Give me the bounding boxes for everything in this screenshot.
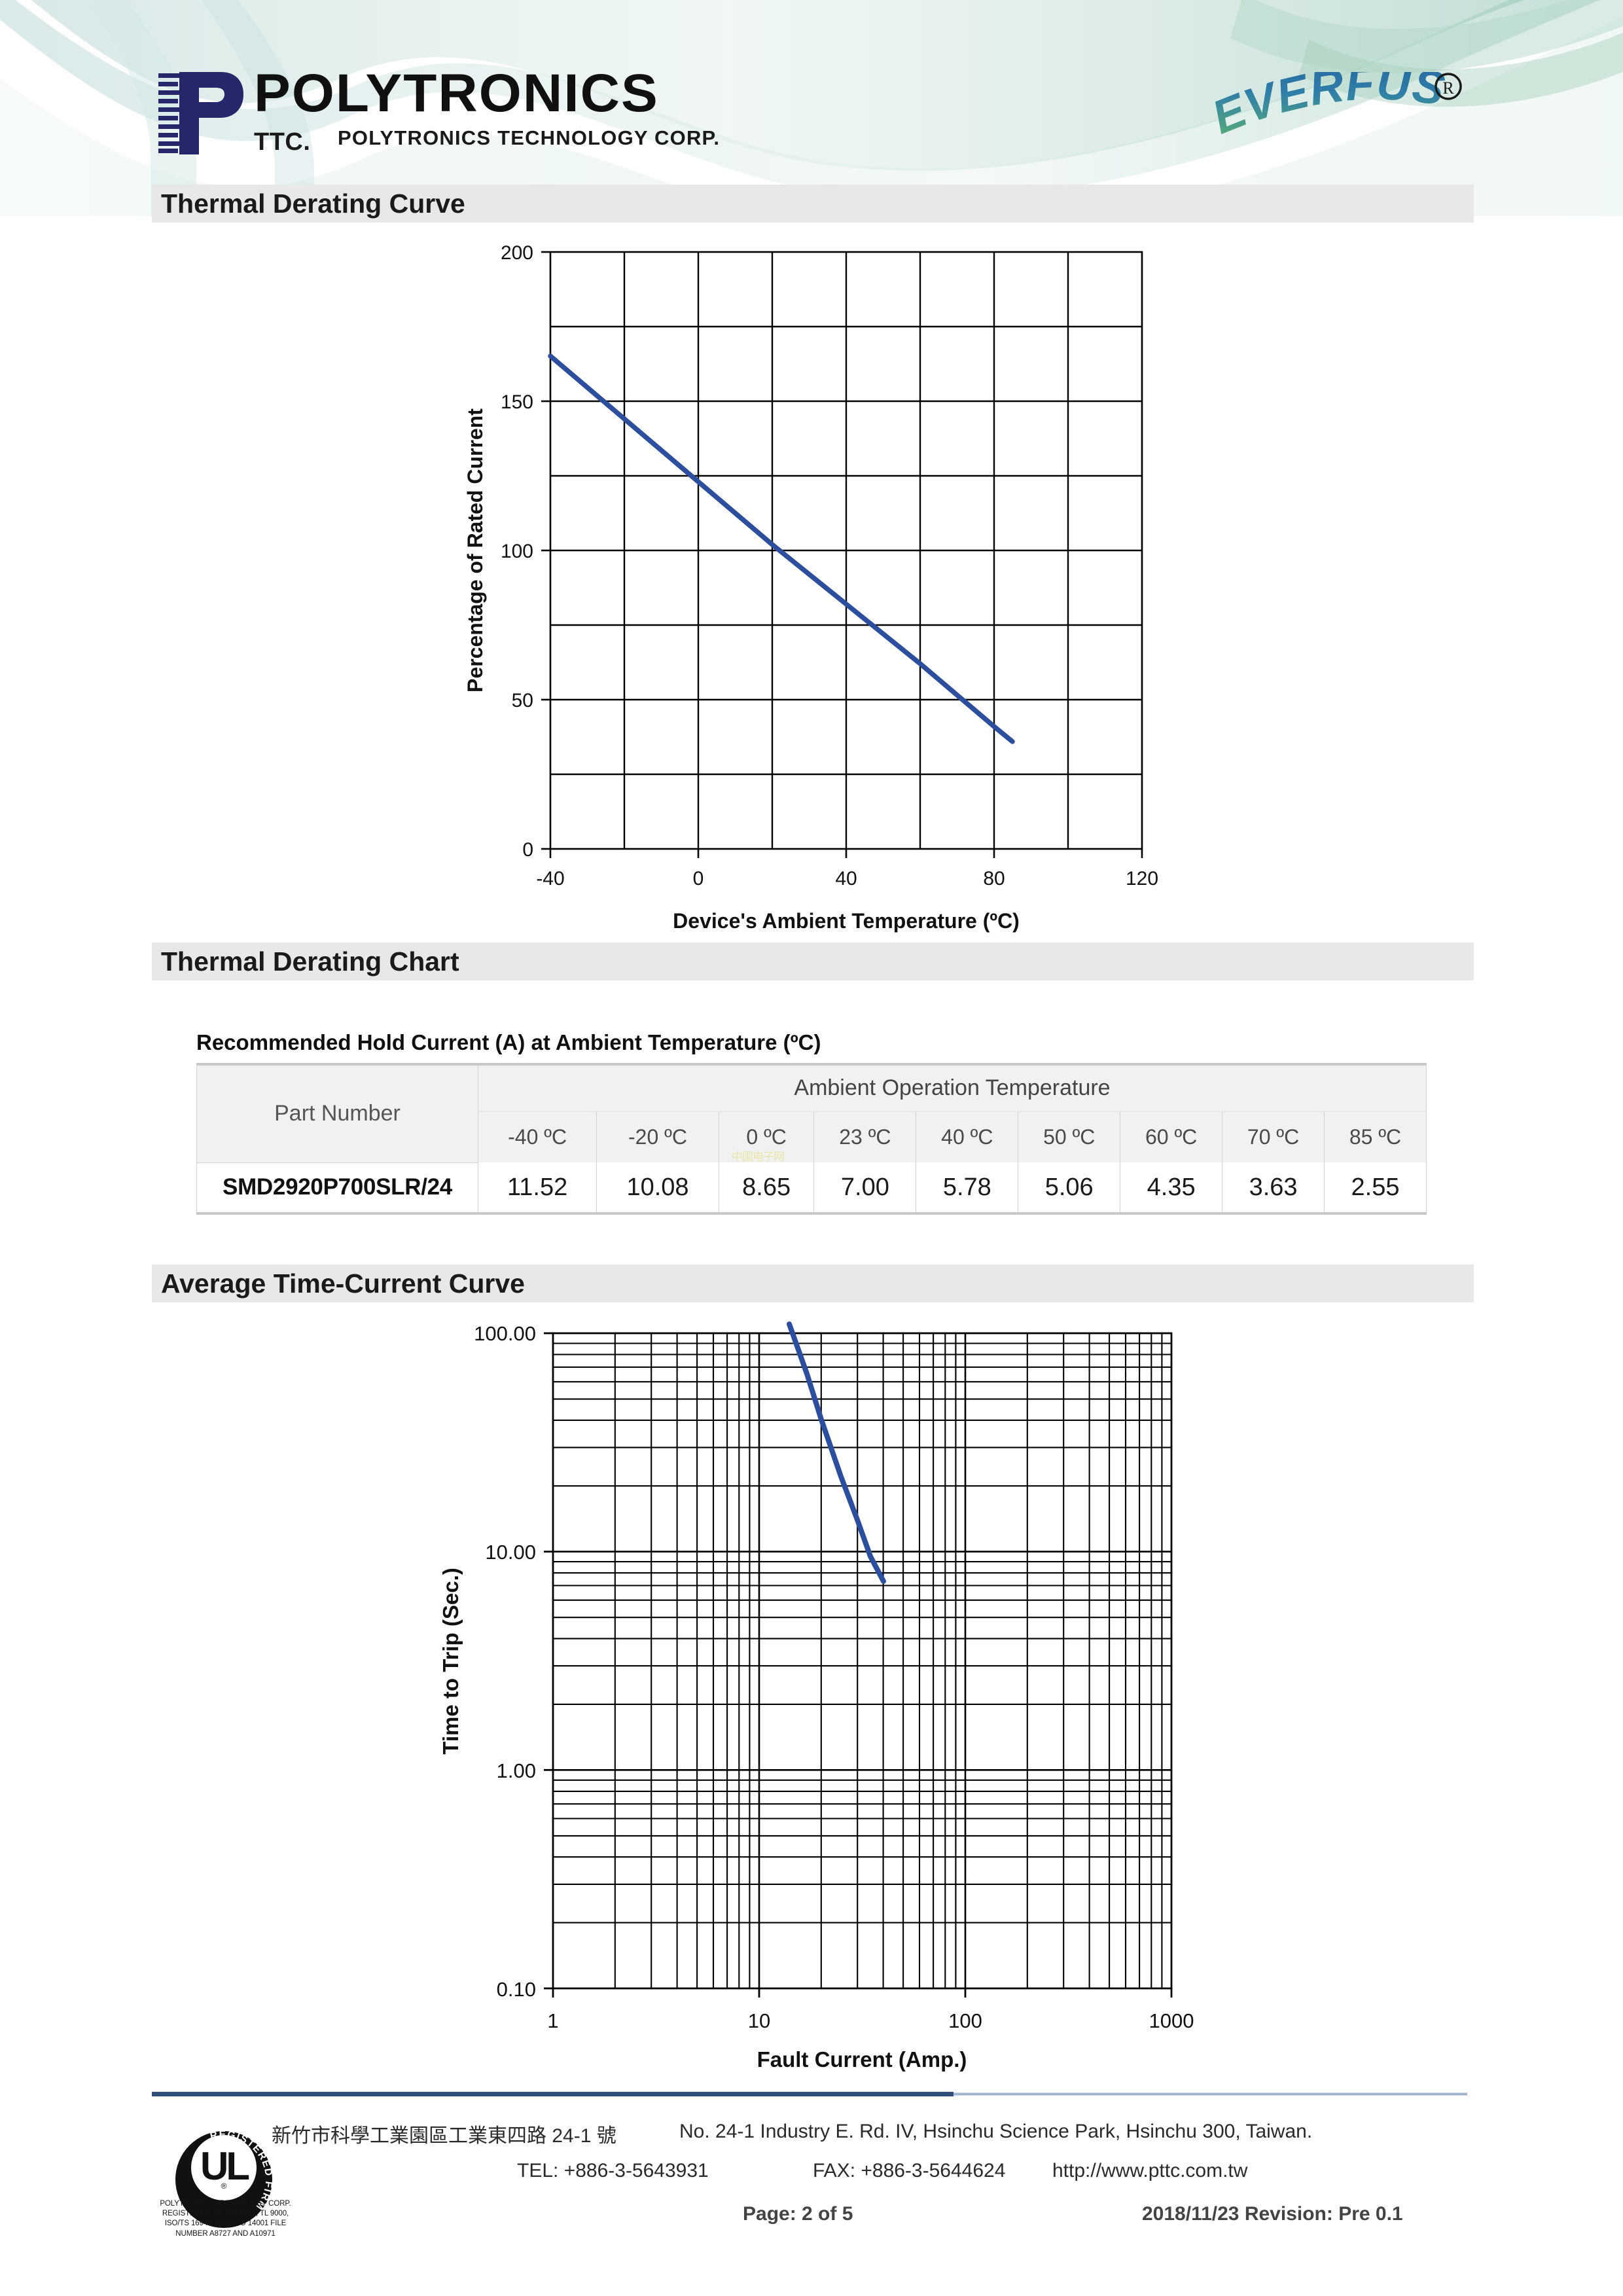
footer-fax: FAX: +886-3-5644624	[813, 2160, 1006, 2181]
c1-ytick-150: 150	[501, 391, 533, 413]
brand-abbreviation: TTC.	[254, 128, 311, 156]
c2-x-axis-label: Fault Current (Amp.)	[757, 2047, 967, 2072]
table-col-temp-6: 60 ºC	[1120, 1111, 1223, 1162]
table-cell-part-number: SMD2920P700SLR/24	[196, 1162, 478, 1215]
table-cell-value-2: 8.65	[718, 1162, 815, 1215]
c2-ytick-10: 10.00	[485, 1541, 536, 1564]
c2-xtick-10: 10	[748, 2009, 770, 2032]
c1-ytick-100: 100	[501, 541, 533, 562]
table-watermark: 中国电子网	[732, 1151, 785, 1163]
table-cell-value-4: 5.78	[916, 1162, 1019, 1215]
table-col-temp-2: 0 ºC	[718, 1111, 815, 1162]
footer-website-link[interactable]: http://www.pttc.com.tw	[1052, 2160, 1248, 2181]
c2-ytick-1: 1.00	[497, 1759, 536, 1782]
c1-ytick-0: 0	[522, 839, 533, 861]
table-cell-value-0: 11.52	[477, 1162, 597, 1215]
table-col-group-ambient-temp: Ambient Operation Temperature	[478, 1063, 1427, 1112]
table-col-temp-4: 40 ºC	[916, 1111, 1019, 1162]
table-cell-value-6: 4.35	[1120, 1162, 1223, 1215]
footer-divider	[152, 2092, 1467, 2096]
c1-xtick-m40: -40	[536, 868, 564, 889]
ul-registered-firm-icon: UL ® REGISTERED FIRM	[175, 2129, 274, 2228]
svg-text:UL: UL	[200, 2144, 249, 2188]
footer-revision: 2018/11/23 Revision: Pre 0.1	[1142, 2203, 1403, 2225]
polytronics-logo: POLYTRONICS POLYTRONICS TECHNOLOGY CORP.…	[156, 67, 732, 156]
table-cell-value-3: 7.00	[813, 1162, 917, 1215]
table-col-temp-5: 50 ºC	[1018, 1111, 1121, 1162]
section-header-average-time-current-curve: Average Time-Current Curve	[152, 1265, 1474, 1302]
table-col-temp-7: 70 ºC	[1222, 1111, 1325, 1162]
c1-series-derating	[548, 353, 1015, 744]
c1-xtick-0: 0	[693, 868, 704, 889]
ul-certification-text: POLYTRONICS TECHNOLOGY CORP. REGISTERED …	[160, 2200, 291, 2238]
table-col-temp-3: 23 ºC	[813, 1111, 917, 1162]
footer-telephone: TEL: +886-3-5643931	[517, 2160, 709, 2181]
c1-x-axis-label: Device's Ambient Temperature (ºC)	[673, 909, 1020, 933]
recommended-hold-current-table: Part Number Ambient Operation Temperatur…	[196, 1063, 1427, 1215]
table-col-temp-1: -20 ºC	[596, 1111, 719, 1162]
table-cell-value-7: 3.63	[1222, 1162, 1325, 1215]
footer-address-cn: 新竹市科學工業園區工業東四路 24-1 號	[272, 2125, 616, 2147]
table-col-temp-0: -40 ºC	[477, 1111, 597, 1162]
section-header-thermal-derating-chart: Thermal Derating Chart	[152, 942, 1474, 980]
c2-xtick-100: 100	[948, 2009, 982, 2032]
svg-text:EVERFUSE: EVERFUSE	[1214, 72, 1449, 144]
thermal-derating-curve-chart: 200 150 100 50 0 -40 0 40 80 120 Percent…	[463, 242, 1158, 933]
footer-page-number: Page: 2 of 5	[743, 2203, 853, 2225]
c1-y-axis-label: Percentage of Rated Current	[463, 408, 487, 692]
table-cell-value-1: 10.08	[596, 1162, 719, 1215]
everfuse-logo: EVERFUSE R	[1198, 30, 1476, 151]
c1-ytick-200: 200	[501, 242, 533, 264]
table-cell-value-5: 5.06	[1018, 1162, 1121, 1215]
c1-ytick-50: 50	[512, 690, 533, 711]
brand-name: POLYTRONICS	[254, 63, 659, 123]
svg-text:®: ®	[221, 2181, 227, 2191]
c2-xtick-1000: 1000	[1149, 2009, 1194, 2032]
c2-y-axis-label: Time to Trip (Sec.)	[438, 1568, 463, 1754]
c2-series-time-to-trip	[787, 1321, 886, 1584]
table-cell-value-8: 2.55	[1324, 1162, 1427, 1215]
polytronics-p-mark-icon	[158, 72, 243, 154]
brand-subtitle: POLYTRONICS TECHNOLOGY CORP.	[338, 126, 721, 149]
table-col-temp-8: 85 ºC	[1324, 1111, 1427, 1162]
c2-xtick-1: 1	[547, 2009, 558, 2032]
footer-address-en: No. 24-1 Industry E. Rd. IV, Hsinchu Sci…	[679, 2121, 1313, 2142]
average-time-current-curve-chart: 100.00 10.00 1.00 0.10 1 10 100 1000 Tim…	[438, 1321, 1194, 2072]
c2-ytick-0p1: 0.10	[497, 1978, 536, 2001]
c2-ytick-100: 100.00	[474, 1322, 536, 1345]
registered-trademark-icon: R	[1435, 73, 1462, 100]
table-row: SMD2920P700SLR/24 11.52 10.08 8.65 7.00 …	[196, 1162, 1427, 1215]
svg-text:R: R	[1442, 79, 1454, 98]
table-col-part-number: Part Number	[196, 1063, 478, 1163]
c1-xtick-80: 80	[983, 868, 1005, 889]
c1-xtick-120: 120	[1126, 868, 1158, 889]
c1-xtick-40: 40	[835, 868, 857, 889]
table-caption: Recommended Hold Current (A) at Ambient …	[196, 1030, 821, 1054]
section-header-thermal-derating-curve: Thermal Derating Curve	[152, 185, 1474, 223]
